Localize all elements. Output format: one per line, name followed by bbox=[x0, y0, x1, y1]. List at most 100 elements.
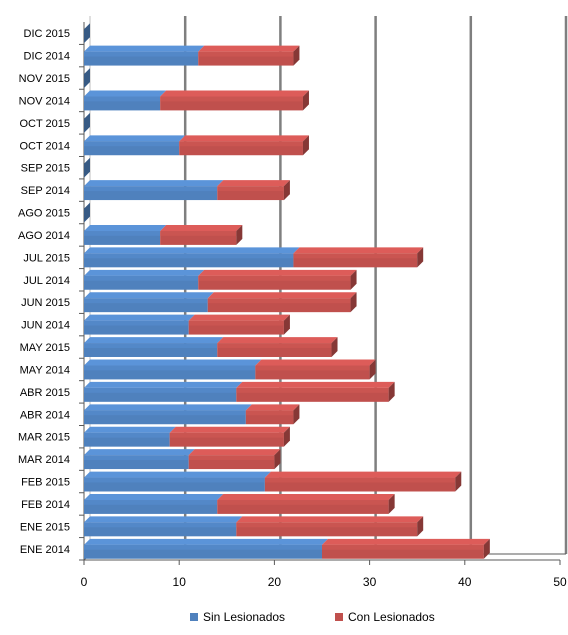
bar-segment bbox=[84, 365, 256, 380]
bar-segment bbox=[255, 365, 370, 380]
bar-side-face bbox=[84, 157, 90, 178]
bar-top-face bbox=[84, 337, 224, 344]
bar-highlight bbox=[84, 96, 161, 102]
bar-side-face bbox=[483, 538, 490, 559]
bar-segment bbox=[84, 477, 265, 492]
legend-label: Sin Lesionados bbox=[203, 610, 285, 624]
bar-side-face bbox=[283, 426, 290, 447]
y-tick-label: MAY 2015 bbox=[20, 342, 70, 354]
bar-segment bbox=[84, 432, 170, 447]
bar-highlight bbox=[198, 275, 351, 281]
bar-highlight bbox=[217, 343, 332, 348]
bar-top-face bbox=[84, 314, 195, 321]
x-tick-label: 0 bbox=[81, 575, 88, 589]
bar-side-face bbox=[350, 292, 357, 313]
bar-segment bbox=[198, 51, 294, 66]
bar-side-face bbox=[84, 23, 90, 44]
bar-top-face bbox=[84, 135, 186, 142]
bar-highlight bbox=[84, 477, 265, 483]
bar-highlight bbox=[160, 231, 237, 236]
bar-side-face bbox=[274, 449, 281, 470]
bar-top-face bbox=[84, 426, 176, 433]
bar-segment bbox=[236, 387, 389, 402]
bar-side-face bbox=[388, 381, 395, 402]
bar-top-face bbox=[84, 180, 224, 187]
bar-segment bbox=[84, 51, 199, 66]
y-tick-label: MAY 2014 bbox=[20, 364, 70, 376]
bar-highlight bbox=[207, 298, 351, 304]
bar-segment bbox=[84, 320, 189, 335]
bar-highlight bbox=[84, 231, 161, 236]
bar-top-face bbox=[188, 314, 290, 321]
legend-swatch bbox=[335, 613, 343, 621]
bar-segment bbox=[84, 410, 246, 425]
bar-segment bbox=[84, 544, 322, 559]
bar-top-face bbox=[84, 449, 195, 456]
bar-segment bbox=[236, 522, 418, 537]
y-tick-label: ENE 2015 bbox=[20, 521, 70, 533]
bar-side-face bbox=[293, 45, 300, 66]
bar-highlight bbox=[84, 320, 189, 326]
y-tick-label: JUL 2014 bbox=[23, 275, 70, 287]
bar-segment bbox=[198, 275, 351, 290]
bar-segment bbox=[217, 500, 389, 514]
bar-segment bbox=[188, 455, 275, 470]
bar-side-face bbox=[331, 337, 338, 357]
y-tick-label: FEB 2015 bbox=[21, 477, 70, 489]
bar-highlight bbox=[255, 365, 370, 371]
bar-top-face bbox=[169, 426, 290, 433]
bar-highlight bbox=[179, 141, 303, 147]
bar-segment bbox=[84, 141, 180, 156]
bar-top-face bbox=[198, 269, 357, 276]
bar-top-face bbox=[84, 538, 328, 545]
bar-side-face bbox=[84, 202, 90, 223]
bar-highlight bbox=[84, 253, 294, 259]
bar-top-face bbox=[84, 471, 271, 478]
bar-highlight bbox=[160, 96, 303, 102]
y-tick-label: DIC 2015 bbox=[24, 28, 70, 40]
bar-highlight bbox=[84, 365, 256, 371]
bar-top-face bbox=[160, 225, 243, 232]
bar-top-face bbox=[84, 381, 243, 388]
x-tick-label: 20 bbox=[268, 575, 282, 589]
bar-segment bbox=[264, 477, 456, 492]
bar-segment bbox=[84, 455, 189, 470]
bar-side-face bbox=[369, 359, 376, 380]
bar-segment bbox=[293, 253, 418, 268]
bar-top-face bbox=[84, 90, 167, 97]
bar-side-face bbox=[236, 225, 243, 245]
y-tick-label: ABR 2015 bbox=[20, 387, 70, 399]
y-tick-label: FEB 2014 bbox=[21, 499, 70, 511]
y-tick-label: JUL 2015 bbox=[23, 252, 70, 264]
bar-highlight bbox=[198, 51, 294, 57]
y-tick-label: AGO 2014 bbox=[18, 230, 70, 242]
bar-segment bbox=[188, 320, 284, 335]
y-tick-label: ENE 2014 bbox=[20, 544, 70, 556]
bar-segment bbox=[245, 410, 294, 425]
bar-top-face bbox=[84, 404, 252, 411]
bar-side-face bbox=[293, 404, 300, 425]
bar-highlight bbox=[84, 544, 322, 550]
y-tick-label: ABR 2014 bbox=[20, 409, 70, 421]
y-tick-label: MAR 2014 bbox=[18, 454, 70, 466]
bar-segment bbox=[322, 544, 484, 559]
bar-top-face bbox=[179, 135, 309, 142]
bar-highlight bbox=[84, 343, 218, 348]
bar-side-face bbox=[455, 471, 462, 492]
bar-top-face bbox=[84, 247, 300, 254]
bar-highlight bbox=[217, 500, 389, 505]
bar-top-face bbox=[84, 292, 214, 299]
bar-top-face bbox=[322, 538, 490, 545]
y-tick-label: AGO 2015 bbox=[18, 208, 70, 220]
bar-highlight bbox=[322, 544, 484, 550]
bar-top-face bbox=[255, 359, 376, 366]
bar-top-face bbox=[217, 337, 338, 344]
bar-side-face bbox=[302, 90, 309, 111]
bar-top-face bbox=[84, 45, 205, 52]
bar-top-face bbox=[84, 516, 243, 523]
bar-segment bbox=[160, 96, 303, 111]
bar-segment bbox=[84, 253, 294, 268]
bar-top-face bbox=[217, 494, 395, 501]
bar-highlight bbox=[264, 477, 456, 483]
